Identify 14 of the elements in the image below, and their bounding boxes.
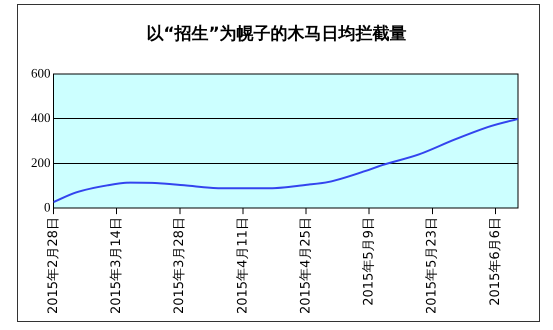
y-tick-label: 0 [44,200,50,215]
line-series [54,118,518,204]
x-tick-label: 2015年4月25日 [298,217,314,314]
y-tick-label: 600 [31,65,50,80]
x-tick-label: 2015年2月28日 [46,217,61,314]
y-tick-label: 200 [31,154,50,170]
x-tick-label: 2015年3月14日 [109,217,124,314]
x-tick-label: 2015年5月9日 [362,217,377,306]
x-tick-label: 2015年6月6日 [488,217,503,306]
x-tick-label: 2015年3月28日 [172,217,188,314]
chart-title: 以“招生”为幌子的木马日均拦截量 [145,23,408,45]
x-tick-label: 2015年4月11日 [235,217,250,314]
y-tick-label: 400 [31,110,50,126]
x-tick-label: 2015年5月23日 [424,217,440,314]
